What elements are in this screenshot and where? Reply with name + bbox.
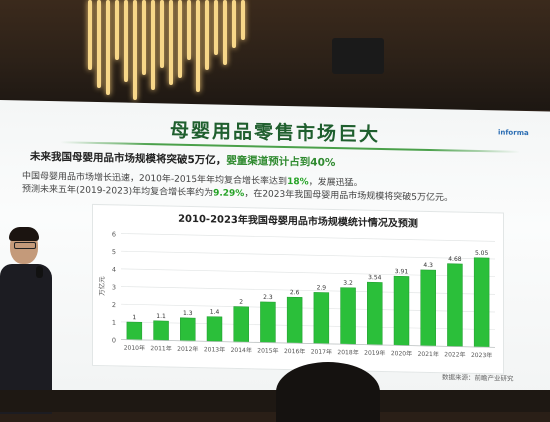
chandelier-strand [133,0,137,100]
chandelier-strand [205,0,209,70]
bar [260,301,276,344]
x-tick-label: 2012年 [177,345,198,353]
chandelier-strand [187,0,191,60]
bar [473,257,490,348]
headline-suffix: 婴童渠道预计占到40% [226,154,336,170]
x-tick-label: 2011年 [150,344,171,352]
presenter-hair [9,227,39,241]
bar [367,281,383,346]
bar [286,296,303,344]
bar-value-label: 5.05 [475,250,489,257]
x-tick-label: 2018年 [337,348,358,356]
audience-member-head [276,362,380,422]
x-tick-label: 2019年 [364,349,385,357]
bar-value-label: 1.3 [183,310,193,317]
grid-line [121,303,495,313]
chandelier-strand [97,0,101,88]
x-tick-label: 2022年 [444,350,465,358]
bar [313,292,330,345]
chandelier-strand [223,0,227,65]
chandelier-strand [169,0,173,85]
chandelier-strand [124,0,128,82]
y-axis-label: 万亿元 [97,276,106,296]
chandelier-strand [214,0,218,55]
bar-value-label: 1.1 [156,313,166,320]
x-tick-label: 2010年 [124,344,145,352]
grid-line [121,321,495,331]
slide-title: 母婴用品零售市场巨大 [169,119,380,146]
bar [206,316,223,342]
y-tick-label: 2 [112,301,116,309]
bar-value-label: 4.3 [423,262,433,269]
bar-value-label: 3.91 [395,268,409,275]
desc2-text-a: 预测未来五年(2019-2023)年均复合增长率约为 [22,184,214,199]
bar [420,269,436,347]
venue-ceiling [0,0,550,110]
x-tick-label: 2013年 [204,345,225,353]
grid-line [121,233,495,242]
x-tick-label: 2016年 [284,347,305,355]
chandelier-strand [196,0,200,92]
desc2-text-b: ，在2023年我国母婴用品市场规模将突破5万亿元。 [244,189,453,204]
chart-panel: 2010-2023年我国母婴用品市场规模统计情况及预测 0 1 2 3 4 5 6 万亿元 1 20… [92,203,504,375]
bar-value-label: 4.68 [448,256,462,263]
bar [447,263,463,347]
x-tick-label: 2020年 [391,349,412,357]
bar-value-label: 3.2 [343,280,353,287]
bar-value-label: 1.4 [210,309,220,316]
x-tick-label: 2021年 [418,350,439,358]
grid-line [121,268,495,278]
bar [126,321,143,341]
ceiling-speaker [332,38,384,74]
y-tick-label: 0 [112,336,116,344]
chart-title: 2010-2023年我国母婴用品市场规模统计情况及预测 [178,212,418,230]
y-tick-label: 4 [112,266,116,274]
bar-value-label: 2.6 [290,289,300,296]
bar-value-label: 2.9 [317,284,327,291]
brand-logo: informa [498,128,529,138]
chandelier-strand [160,0,164,68]
x-tick-label: 2014年 [231,346,252,354]
y-tick-label: 5 [112,248,116,256]
chandelier-strand [151,0,155,90]
desc1-percent: 18% [287,177,309,188]
desc2-percent: 9.29% [213,188,245,200]
chandelier-strand [115,0,119,60]
headline-prefix: 未来我国母婴用品市场规模将突破5万亿， [30,150,227,167]
presenter [0,227,60,414]
bar-chart: 2010-2023年我国母婴用品市场规模统计情况及预测 0 1 2 3 4 5 6 万亿元 1 20… [97,212,495,359]
y-tick-label: 3 [112,283,116,291]
presenter-body [0,264,52,414]
bar-value-label: 1 [132,314,136,321]
projection-screen: 母婴用品零售市场巨大 informa 未来我国母婴用品市场规模将突破5万亿，婴童… [0,100,550,402]
bar [393,275,410,346]
x-axis-line [121,339,495,348]
bar [180,317,196,342]
bar-value-label: 2 [239,299,243,306]
chandelier-strand [178,0,182,78]
x-tick-label: 2023年 [471,351,492,359]
y-tick-label: 1 [112,319,116,327]
chandelier-strand [142,0,146,75]
bar [153,320,169,341]
grid-line [121,250,495,260]
chandelier-strand [241,0,245,40]
bar [233,306,249,343]
glasses-icon [14,242,36,249]
slide-headline: 未来我国母婴用品市场规模将突破5万亿，婴童渠道预计占到40% [30,149,335,170]
bar-value-label: 3.54 [368,274,382,281]
stage-floor [0,390,550,412]
chandelier-strand [232,0,236,48]
x-tick-label: 2017年 [311,348,332,356]
chandelier-strand [88,0,92,70]
data-source: 数据来源：前瞻产业研究 [442,373,514,383]
x-tick-label: 2015年 [257,346,278,354]
bar-value-label: 2.3 [263,294,273,301]
bar [340,287,356,345]
y-tick-label: 6 [112,230,116,238]
microphone-icon [36,266,43,278]
chandelier-strand [106,0,110,95]
grid-line [121,286,495,295]
